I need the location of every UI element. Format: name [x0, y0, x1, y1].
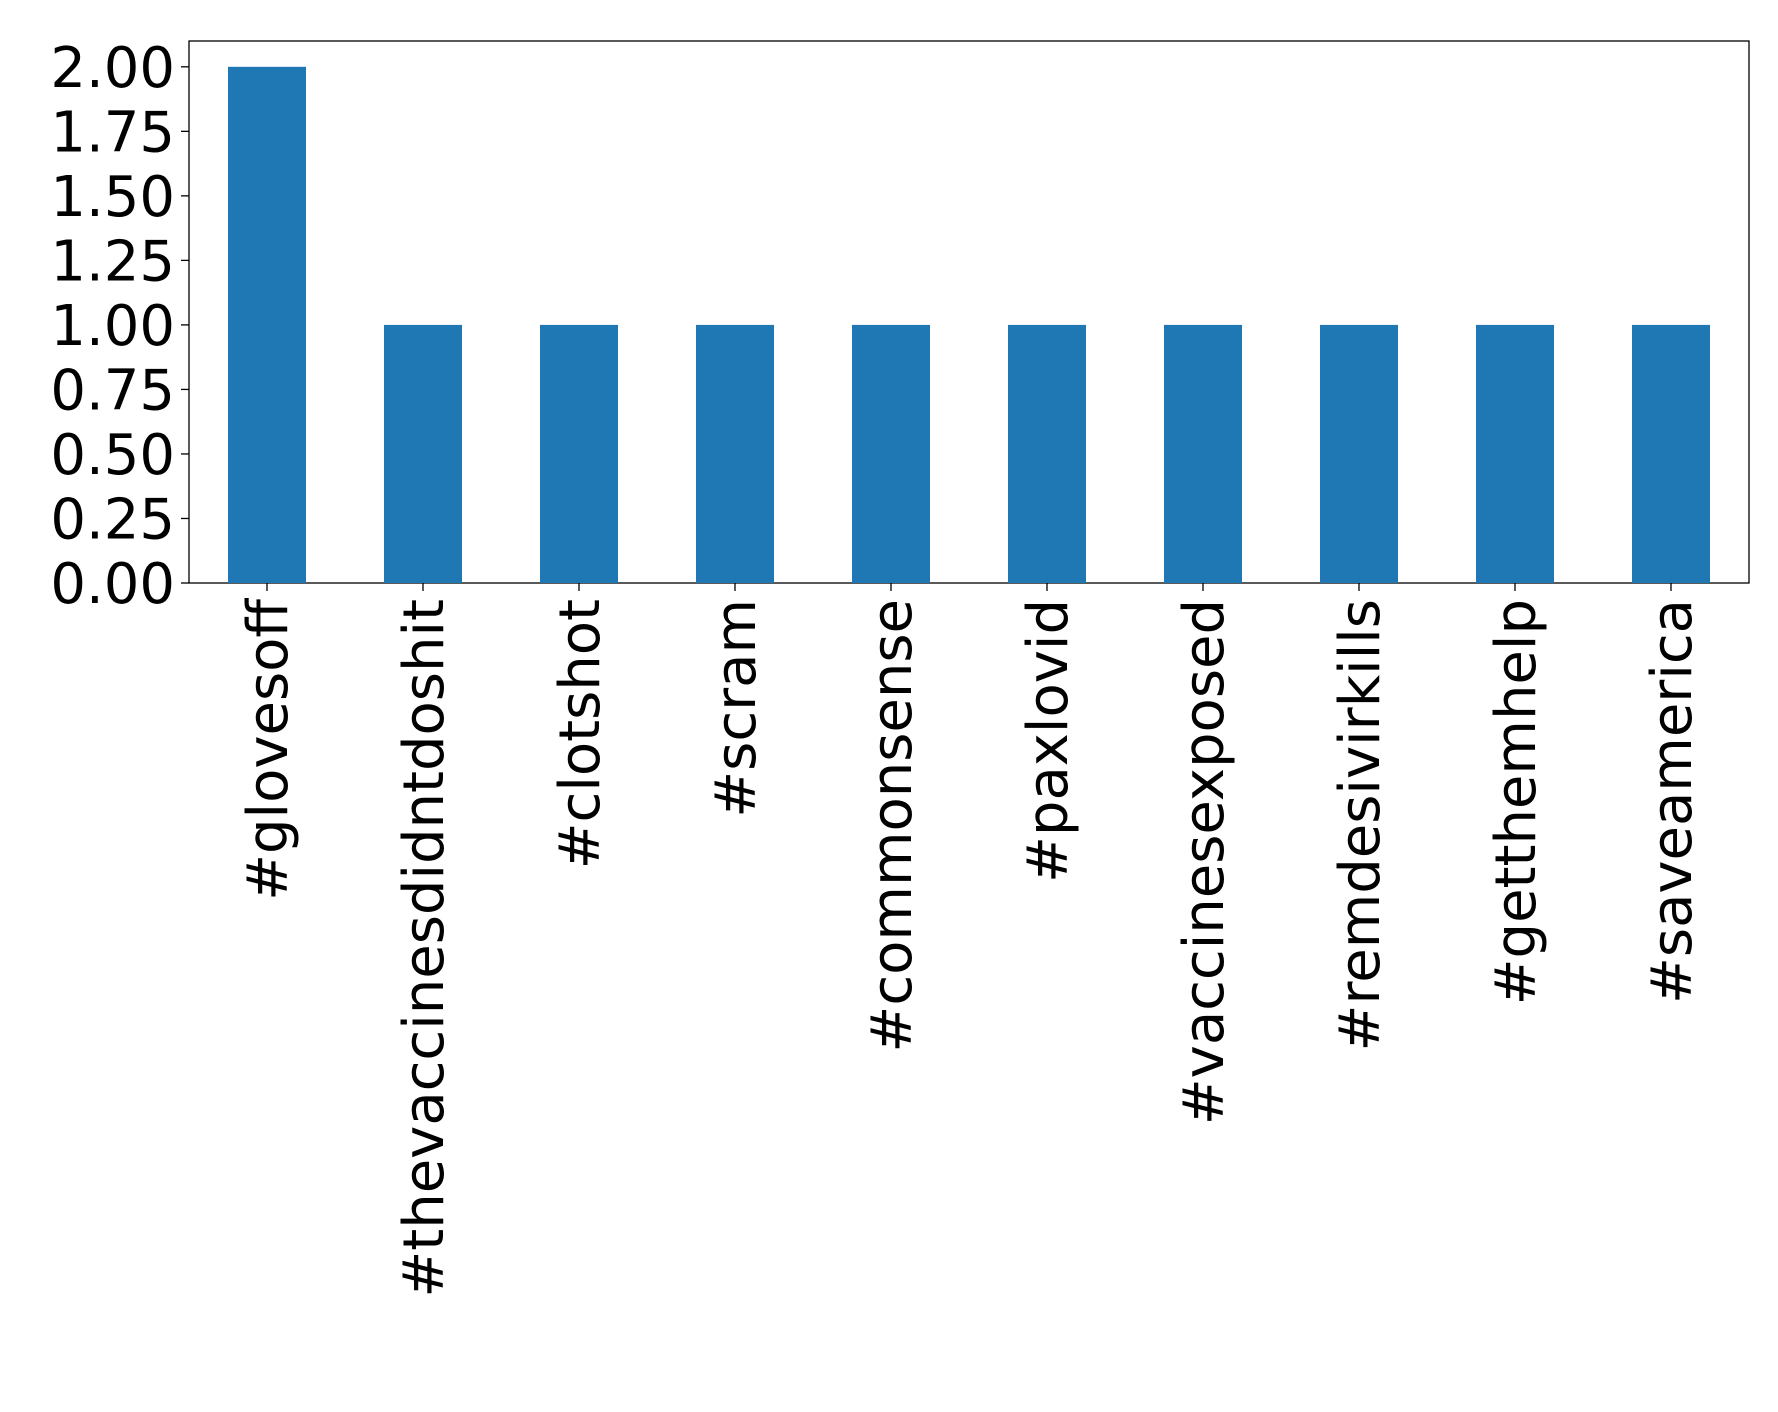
x-tick-label: #remdesivirkills — [1328, 599, 1393, 1051]
y-tick-label: 2.00 — [50, 36, 175, 101]
x-tick-label: #getthemhelp — [1484, 599, 1549, 1005]
bar — [1320, 324, 1398, 583]
bar — [1476, 324, 1554, 583]
x-tick-label: #vaccinesexposed — [1172, 599, 1237, 1125]
y-tick-label: 0.25 — [50, 487, 175, 552]
x-tick-label: #commonsense — [860, 599, 925, 1053]
y-tick-label: 1.00 — [50, 294, 175, 359]
plot-frame — [188, 40, 1750, 584]
bar — [1164, 324, 1242, 583]
y-tick-label: 1.25 — [50, 229, 175, 294]
x-tick-label: #scram — [704, 599, 769, 818]
x-tick-label: #saveamerica — [1640, 599, 1705, 1004]
bar — [1632, 324, 1710, 583]
y-tick-label: 0.75 — [50, 358, 175, 423]
bar — [384, 324, 462, 583]
y-tick-label: 1.50 — [50, 165, 175, 230]
y-tick-label: 1.75 — [50, 100, 175, 165]
bar — [540, 324, 618, 583]
y-tick-label: 0.50 — [50, 423, 175, 488]
bar — [852, 324, 930, 583]
x-tick-label: #thevaccinesdidntdoshit — [392, 599, 457, 1298]
bar — [1008, 324, 1086, 583]
x-tick-label: #glovesoff — [236, 598, 301, 901]
x-tick-label: #clotshot — [548, 599, 613, 869]
bar — [696, 324, 774, 583]
bar — [228, 66, 306, 584]
y-tick-label: 0.00 — [50, 552, 175, 617]
x-tick-label: #paxlovid — [1016, 599, 1081, 883]
